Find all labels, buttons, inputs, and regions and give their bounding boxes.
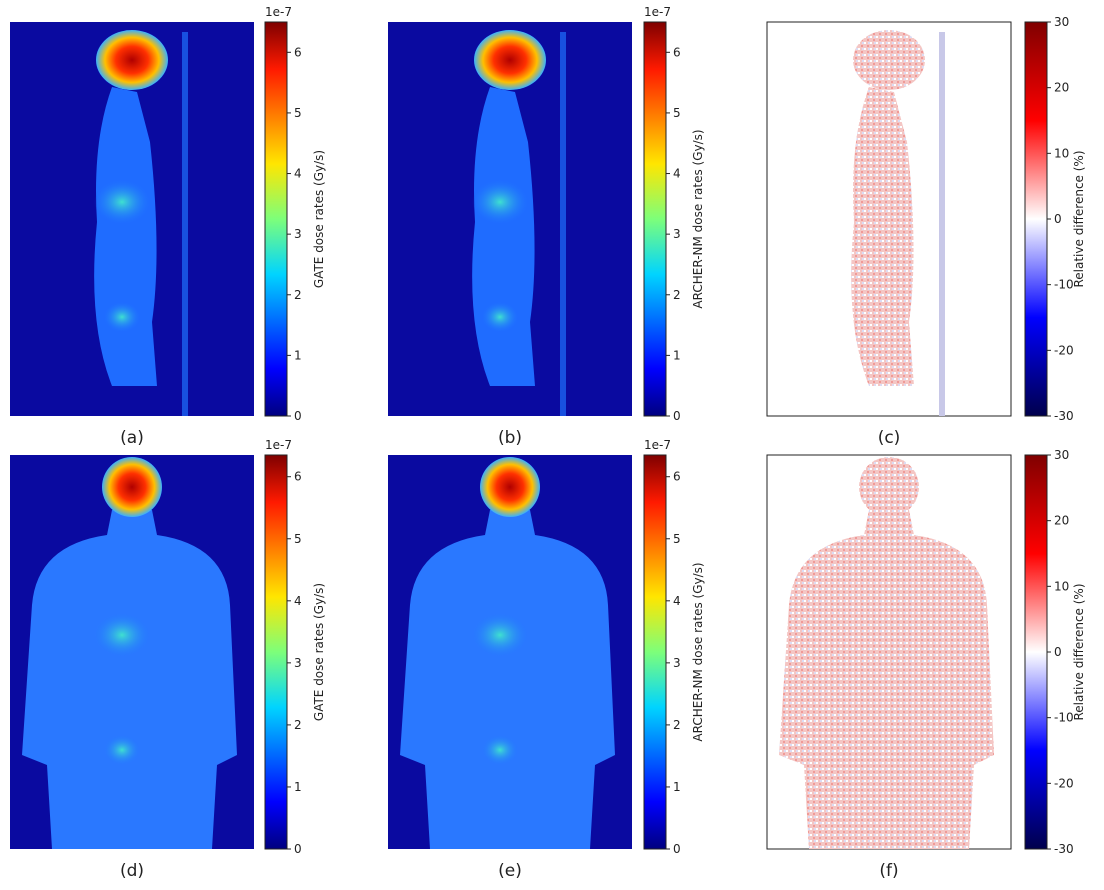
colorbar-tick-label: 30 [1054,448,1069,462]
colorbar [1024,454,1048,850]
organ-hotspot [482,735,518,765]
panel-label: (d) [120,861,144,881]
panel-label: (c) [878,428,901,448]
image-panel [388,455,632,849]
colorbar-tick-label: 6 [673,45,681,59]
image-panel [10,455,254,849]
colorbar [264,21,288,417]
colorbar-tick-label: 1 [673,348,681,362]
colorbar-tick-label: 6 [673,470,681,484]
colorbar [643,21,667,417]
head [859,457,919,517]
body [22,510,237,849]
image-panel [766,21,1012,417]
head [853,30,925,90]
organ-hotspot [94,613,150,657]
colorbar-tick-label: 2 [294,288,302,302]
organ-hotspot [104,302,140,332]
colorbar-offset: 1e-7 [265,5,292,19]
colorbar-label: ARCHER-NM dose rates (Gy/s) [691,129,705,308]
colorbar-tick-label: 0 [294,409,302,423]
colorbar-tick-label: 3 [294,656,302,670]
colorbar-label: Relative difference (%) [1072,583,1086,720]
colorbar-tick-label: 4 [673,167,681,181]
colorbar-tick-label: -10 [1054,278,1074,292]
colorbar-label: ARCHER-NM dose rates (Gy/s) [691,562,705,741]
colorbar-tick-label: 0 [673,409,681,423]
table-edge [182,32,188,416]
panel-label: (b) [498,428,522,448]
organ-hotspot [472,613,528,657]
organ-hotspot [482,302,518,332]
colorbar-tick-label: 4 [294,594,302,608]
image-panel [388,22,632,416]
colorbar-tick-label: 0 [1054,645,1062,659]
colorbar-tick-label: 0 [1054,212,1062,226]
body [851,87,914,386]
image-panel [766,454,1012,850]
head [96,30,168,90]
colorbar-tick-label: 1 [294,780,302,794]
colorbar-tick-label: -20 [1054,343,1074,357]
head [102,457,162,517]
colorbar-tick-label: 2 [673,718,681,732]
organ-hotspot [472,180,528,224]
organ-hotspot [94,180,150,224]
colorbar-tick-label: 20 [1054,514,1069,528]
image-panel [10,22,254,416]
table-edge [560,32,566,416]
colorbar-tick-label: 3 [673,656,681,670]
colorbar-tick-label: 5 [294,106,302,120]
colorbar-tick-label: 0 [294,842,302,856]
colorbar-tick-label: 4 [294,167,302,181]
colorbar-label: GATE dose rates (Gy/s) [312,150,326,288]
colorbar-tick-label: 3 [294,227,302,241]
colorbar-tick-label: 2 [294,718,302,732]
colorbar-tick-label: 5 [294,532,302,546]
organ-hotspot [104,735,140,765]
colorbar-tick-label: 6 [294,45,302,59]
colorbar-tick-label: 3 [673,227,681,241]
colorbar-tick-label: 1 [673,780,681,794]
colorbar-tick-label: 1 [294,348,302,362]
colorbar-tick-label: 20 [1054,81,1069,95]
colorbar [643,454,667,850]
colorbar-tick-label: -30 [1054,409,1074,423]
colorbar-tick-label: 2 [673,288,681,302]
colorbar-tick-label: 30 [1054,15,1069,29]
colorbar-tick-label: 4 [673,594,681,608]
colorbar-offset: 1e-7 [644,5,671,19]
head [480,457,540,517]
colorbar [264,454,288,850]
colorbar-tick-label: 5 [673,532,681,546]
panel-label: (f) [879,861,898,881]
body [779,510,994,849]
colorbar-tick-label: -30 [1054,842,1074,856]
head [474,30,546,90]
colorbar-tick-label: -20 [1054,776,1074,790]
panel-label: (e) [498,861,522,881]
colorbar-tick-label: 0 [673,842,681,856]
colorbar-offset: 1e-7 [265,438,292,452]
colorbar-label: GATE dose rates (Gy/s) [312,583,326,721]
colorbar-label: Relative difference (%) [1072,150,1086,287]
colorbar-tick-label: 5 [673,106,681,120]
body [400,510,615,849]
colorbar-tick-label: 6 [294,470,302,484]
table-edge [939,32,945,416]
panel-label: (a) [120,428,144,448]
colorbar [1024,21,1048,417]
colorbar-offset: 1e-7 [644,438,671,452]
colorbar-tick-label: -10 [1054,711,1074,725]
colorbar-tick-label: 10 [1054,579,1069,593]
colorbar-tick-label: 10 [1054,146,1069,160]
